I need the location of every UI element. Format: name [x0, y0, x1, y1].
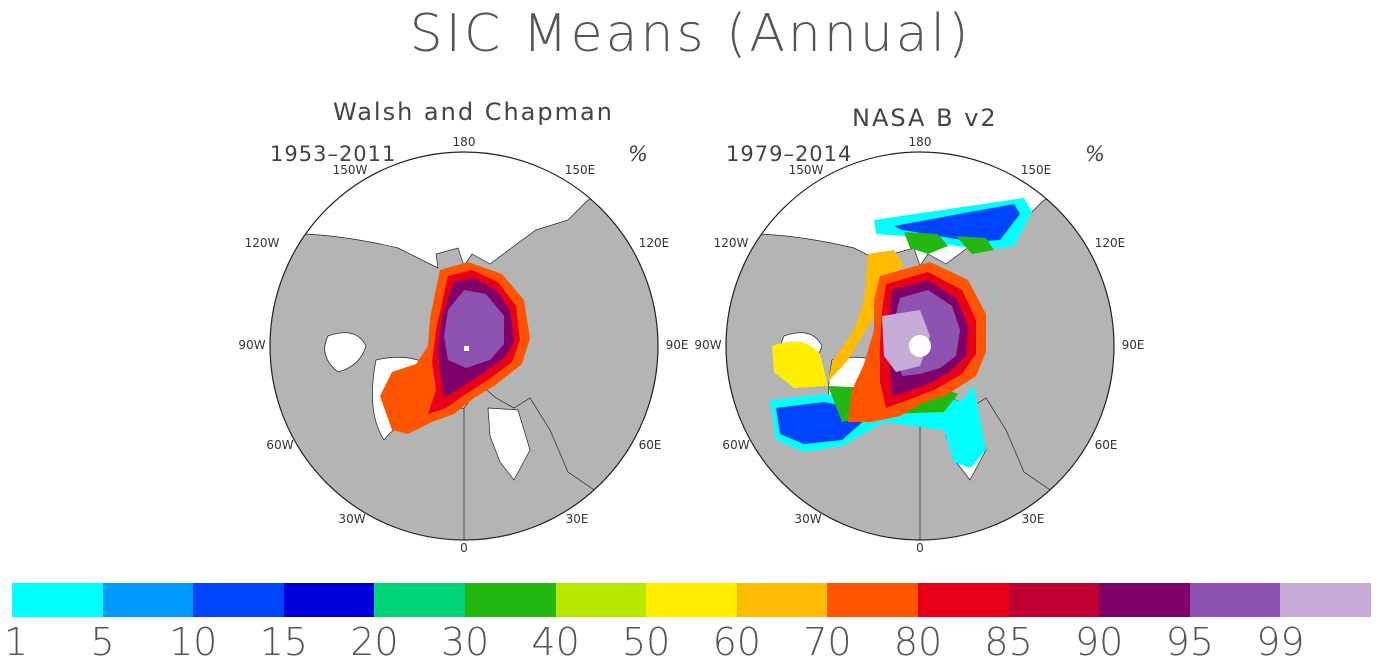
colorbar-tick-label: 20: [350, 620, 399, 664]
panel2-period: 1979–2014: [726, 142, 853, 166]
colorbar-tick-label: 95: [1165, 620, 1214, 664]
colorbar-tick-label: 90: [1075, 620, 1124, 664]
panel1-lon-120w: 120W: [244, 236, 280, 250]
panel2-lon-120w: 120W: [713, 236, 749, 250]
panel2-lon-30e: 30E: [1021, 512, 1045, 526]
panel2-lon-60e: 60E: [1094, 438, 1118, 452]
colorbar-box: [464, 583, 556, 617]
colorbar-box: [374, 583, 465, 617]
colorbar-tick-label: 85: [984, 620, 1033, 664]
colorbar-tick-label: 10: [169, 620, 218, 664]
panel2-lon-0: 0: [916, 541, 924, 555]
colorbar-box: [736, 583, 828, 617]
panel1-lon-150e: 150E: [564, 163, 596, 177]
colorbar-tick-label: 40: [531, 620, 580, 664]
panel1-lon-60w: 60W: [266, 438, 294, 452]
panel1-title: Walsh and Chapman: [333, 98, 614, 126]
colorbar-tick-label: 99: [1256, 620, 1305, 664]
panel2-title: NASA B v2: [852, 104, 998, 132]
panel1-lon-90e: 90E: [665, 338, 689, 352]
panel1-lon-0: 0: [460, 541, 468, 555]
colorbar-box: [1189, 583, 1281, 617]
colorbar-box: [555, 583, 647, 617]
panel2-unit: %: [1085, 142, 1105, 166]
colorbar-box: [1008, 583, 1100, 617]
colorbar-box: [1280, 583, 1371, 617]
panel1-lon-60e: 60E: [638, 438, 662, 452]
colorbar: [12, 583, 1371, 617]
colorbar-tick-label: 80: [893, 620, 943, 664]
panel2-lon-120e: 120E: [1094, 236, 1126, 250]
panel1-map: [269, 151, 659, 541]
colorbar-tick-label: 15: [259, 620, 308, 664]
panel1-period: 1953–2011: [270, 142, 397, 166]
panel2-lon-90w: 90W: [694, 338, 722, 352]
panel1-ice-core: [444, 290, 504, 368]
panel1-lon-30w: 30W: [338, 512, 366, 526]
colorbar-box: [646, 583, 737, 617]
colorbar-box: [283, 583, 375, 617]
panel2-lon-150e: 150E: [1020, 163, 1052, 177]
panel1-lon-90w: 90W: [238, 338, 266, 352]
figure-title: SIC Means (Annual): [409, 4, 972, 64]
colorbar-box: [827, 583, 918, 617]
colorbar-tick-label: 70: [803, 620, 852, 664]
panel2-lon-180: 180: [908, 135, 932, 149]
panel1-lon-30e: 30E: [565, 512, 589, 526]
colorbar-box: [917, 583, 1009, 617]
panel2-lon-60w: 60W: [722, 438, 750, 452]
panel1-lon-150w: 150W: [332, 163, 368, 177]
panel2-map: [725, 151, 1115, 541]
colorbar-box: [102, 583, 194, 617]
colorbar-tick-label: 5: [90, 620, 115, 664]
panel2-lon-30w: 30W: [794, 512, 822, 526]
panel2-lon-90e: 90E: [1121, 338, 1145, 352]
panel1-unit: %: [628, 142, 648, 166]
colorbar-tick-label: 30: [440, 620, 490, 664]
panel1-lon-180: 180: [452, 135, 476, 149]
colorbar-box: [193, 583, 284, 617]
colorbar-tick-label: 50: [622, 620, 671, 664]
colorbar-tick-label: 1: [3, 620, 29, 664]
panel2-lon-150w: 150W: [788, 163, 824, 177]
colorbar-box: [12, 583, 103, 617]
colorbar-box: [1099, 583, 1190, 617]
panel1-lon-120e: 120E: [638, 236, 670, 250]
colorbar-tick-label: 60: [712, 620, 761, 664]
